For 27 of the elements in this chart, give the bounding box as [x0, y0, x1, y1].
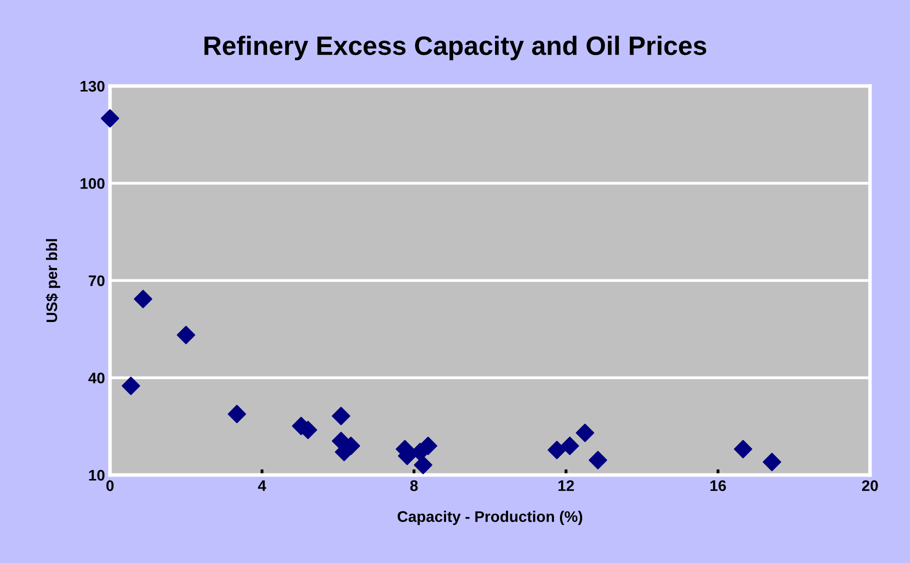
y-tick-label: 10: [89, 470, 105, 481]
x-tick-label: 4: [258, 480, 266, 491]
chart-title: Refinery Excess Capacity and Oil Prices: [204, 36, 706, 60]
point: [176, 326, 196, 344]
point: [134, 290, 152, 308]
y-tick-label: 100: [80, 178, 105, 189]
x-tick-label: 20: [862, 480, 878, 492]
point: [560, 436, 579, 456]
point: [122, 376, 140, 396]
y-axis-title: US$ per bbl: [46, 239, 60, 322]
point: [548, 440, 566, 460]
y-tick-label: 40: [88, 372, 105, 384]
point: [762, 452, 782, 472]
y-tick-label: 70: [88, 275, 105, 286]
x-tick-label: 12: [558, 480, 574, 491]
point: [734, 440, 752, 458]
point: [588, 450, 608, 470]
x-tick-label: 0: [106, 480, 114, 492]
point: [414, 456, 432, 474]
x-tick-label: 8: [410, 480, 418, 492]
point: [332, 406, 350, 426]
point: [100, 109, 120, 128]
x-tick-label: 16: [710, 480, 726, 492]
y-tick-label: 130: [80, 80, 105, 92]
x-axis-title: Capacity - Production (%): [398, 510, 582, 526]
point: [228, 404, 246, 424]
point: [576, 424, 594, 442]
